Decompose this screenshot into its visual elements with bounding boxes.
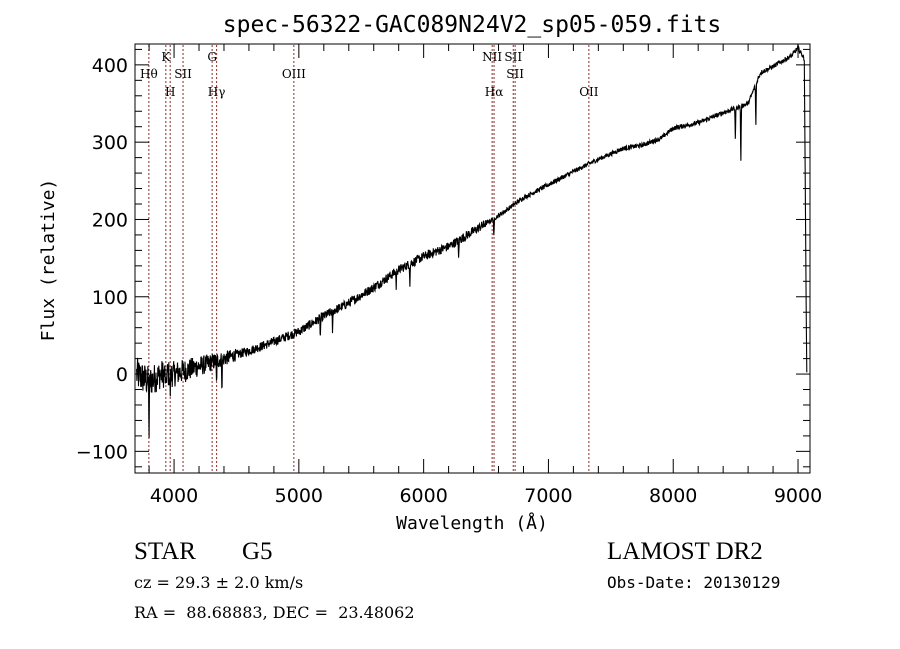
y-axis-label: Flux (relative) bbox=[38, 179, 59, 342]
line-label: Hα bbox=[485, 85, 504, 99]
plot-frame bbox=[134, 43, 811, 474]
x-tick-label: 7000 bbox=[524, 485, 572, 507]
y-tick-label: −100 bbox=[76, 441, 128, 463]
y-tick-label: 0 bbox=[116, 364, 128, 386]
chart-title: spec-56322-GAC089N24V2_sp05-059.fits bbox=[223, 12, 722, 38]
line-label: OII bbox=[579, 85, 599, 99]
y-tick-labels: −100 0 100 200 300 400 bbox=[76, 55, 128, 463]
observation-date: Obs-Date: 20130129 bbox=[607, 573, 781, 592]
x-tick-label: 4000 bbox=[150, 485, 198, 507]
coordinates-readout: RA = 88.68883, DEC = 23.48062 bbox=[134, 603, 415, 622]
axis-ticks bbox=[135, 44, 810, 473]
spectrum-line bbox=[136, 44, 808, 438]
line-label: K bbox=[161, 50, 171, 64]
line-label: H bbox=[165, 85, 175, 99]
y-tick-label: 300 bbox=[92, 132, 128, 154]
object-class: STAR bbox=[134, 538, 196, 565]
line-markers bbox=[148, 45, 590, 472]
x-tick-label: 6000 bbox=[399, 485, 447, 507]
x-tick-label: 8000 bbox=[649, 485, 697, 507]
x-tick-label: 9000 bbox=[774, 485, 822, 507]
survey-name: LAMOST DR2 bbox=[607, 538, 763, 565]
line-label: NII bbox=[482, 50, 502, 64]
x-tick-labels: 4000 5000 6000 7000 8000 9000 bbox=[150, 485, 822, 507]
line-label: Hθ bbox=[140, 67, 158, 81]
y-tick-label: 100 bbox=[92, 287, 128, 309]
line-label: G bbox=[207, 50, 217, 64]
line-label: SII bbox=[506, 67, 524, 81]
line-label: OIII bbox=[282, 67, 306, 81]
redshift-readout: cz = 29.3 ± 2.0 km/s bbox=[134, 573, 304, 592]
x-tick-label: 5000 bbox=[275, 485, 323, 507]
line-label: Hγ bbox=[208, 85, 226, 99]
y-tick-label: 200 bbox=[92, 209, 128, 231]
x-axis-label: Wavelength (Å) bbox=[396, 512, 548, 534]
line-label: SII bbox=[174, 67, 192, 81]
y-tick-label: 400 bbox=[92, 55, 128, 77]
object-subclass: G5 bbox=[242, 538, 273, 565]
line-label: SII bbox=[504, 50, 522, 64]
